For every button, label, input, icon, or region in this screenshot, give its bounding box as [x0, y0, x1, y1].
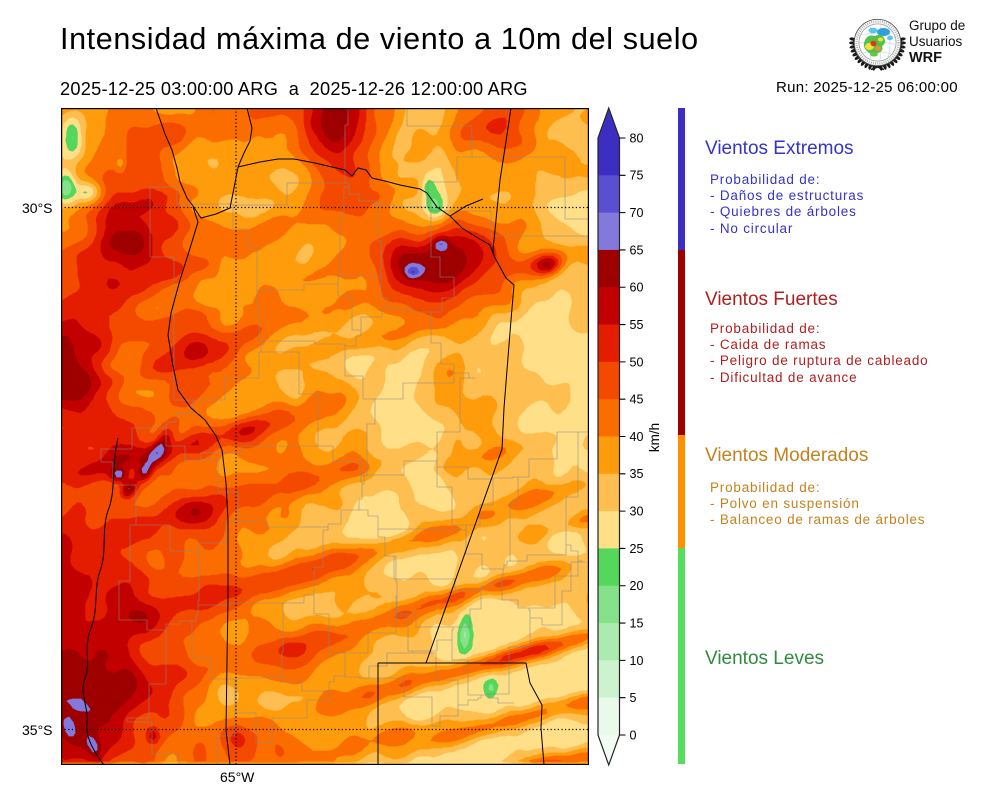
svg-text:45: 45 [630, 393, 644, 407]
svg-text:65: 65 [630, 243, 644, 257]
svg-text:35: 35 [630, 467, 644, 481]
svg-text:75: 75 [630, 169, 644, 183]
svg-text:55: 55 [630, 318, 644, 332]
svg-text:60: 60 [630, 281, 644, 295]
svg-text:70: 70 [630, 206, 644, 220]
svg-text:50: 50 [630, 355, 644, 369]
svg-text:30: 30 [630, 505, 644, 519]
svg-text:80: 80 [630, 131, 644, 145]
svg-text:40: 40 [630, 430, 644, 444]
svg-text:0: 0 [630, 728, 637, 742]
svg-text:10: 10 [630, 654, 644, 668]
svg-text:25: 25 [630, 542, 644, 556]
svg-text:15: 15 [630, 617, 644, 631]
svg-text:20: 20 [630, 579, 644, 593]
svg-text:5: 5 [630, 691, 637, 705]
